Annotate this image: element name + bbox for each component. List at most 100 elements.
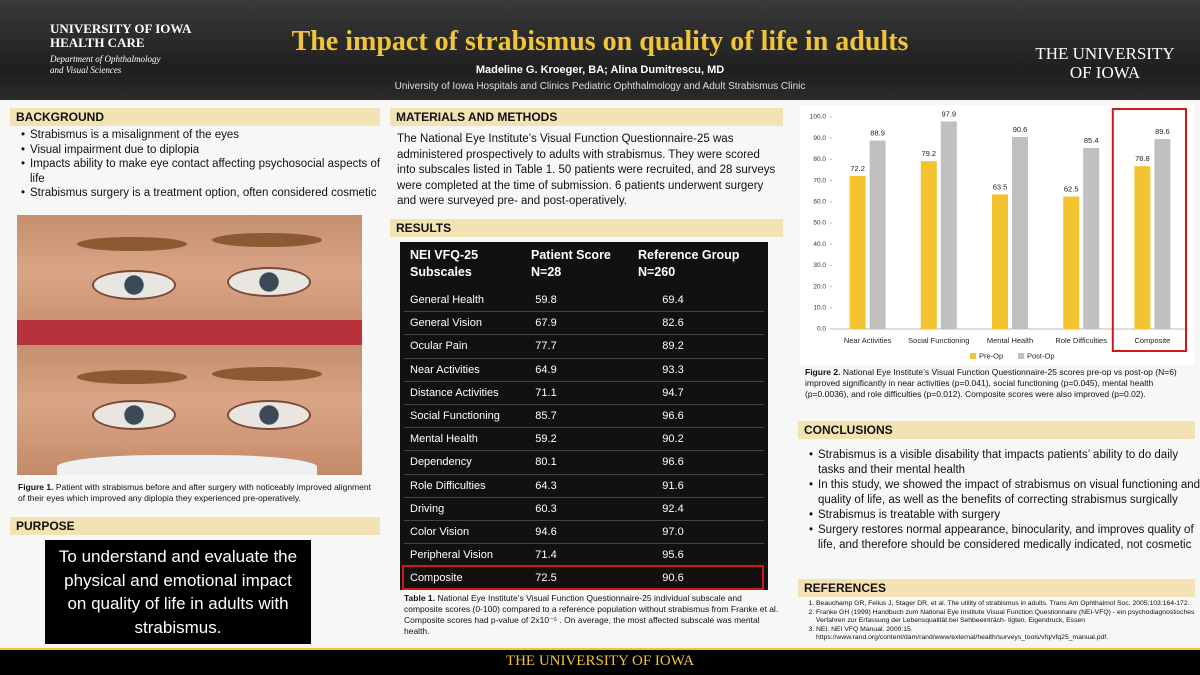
row-separator xyxy=(404,380,764,382)
table-cell: 94.7 xyxy=(662,386,684,399)
value-label: 72.2 xyxy=(850,164,865,173)
table-cell: 90.2 xyxy=(662,433,684,446)
photo-detail xyxy=(212,367,322,381)
table-cell: 80.1 xyxy=(535,456,557,469)
table-cell: Near Activities xyxy=(410,363,480,376)
section-heading: BACKGROUND xyxy=(10,108,380,126)
bullet-item: In this study, we showed the impact of s… xyxy=(809,478,1200,508)
row-separator xyxy=(404,357,764,359)
table-header-cell: Reference Group N=260 xyxy=(638,247,739,281)
header-text: Subscales xyxy=(410,265,472,279)
highlight-box xyxy=(402,565,764,590)
table-cell: Peripheral Vision xyxy=(410,549,493,562)
bar xyxy=(1063,196,1080,329)
x-tick-label: Role Difficulties xyxy=(1055,336,1107,345)
table-cell: Role Difficulties xyxy=(410,479,486,492)
table-caption: Table 1. National Eye Institute’s Visual… xyxy=(404,593,779,637)
methods-text: The National Eye Institute’s Visual Func… xyxy=(397,133,776,207)
table-cell: Distance Activities xyxy=(410,386,499,399)
photo-detail xyxy=(17,320,362,345)
bullet-item: Strabismus is a visible disability that … xyxy=(809,448,1200,478)
bar xyxy=(992,194,1008,329)
photo-detail xyxy=(212,233,322,247)
logo-text: and Visual Sciences xyxy=(50,65,122,75)
table-cell: General Health xyxy=(410,294,484,306)
table-cell: Social Functioning xyxy=(410,410,500,422)
bullet-list: Strabismus is a visible disability that … xyxy=(806,448,1200,553)
legend-swatch xyxy=(970,353,976,359)
table-cell: 97.0 xyxy=(662,526,684,538)
table-cell: 95.6 xyxy=(662,549,684,562)
caption-label: Figure 2. xyxy=(805,367,841,377)
table-cell: Dependency xyxy=(410,456,472,469)
bullet-item: Surgery restores normal appearance, bino… xyxy=(809,523,1200,553)
photo-detail xyxy=(92,270,176,300)
bar xyxy=(1012,136,1028,329)
table-header-cell: NEI VFQ-25 Subscales xyxy=(410,247,478,281)
photo-detail xyxy=(77,237,187,251)
section-heading: PURPOSE xyxy=(10,517,380,535)
table-header-cell: Patient Score N=28 xyxy=(531,247,611,281)
table-cell: 96.6 xyxy=(662,456,684,469)
bullet-item: Strabismus surgery is a treatment option… xyxy=(21,186,385,201)
header-text: N=28 xyxy=(531,265,562,279)
bullet-list: Strabismus is a misalignment of the eyes… xyxy=(18,128,385,201)
section-heading: CONCLUSIONS xyxy=(798,421,1195,439)
highlight-box xyxy=(1111,108,1187,352)
bar xyxy=(1134,166,1151,329)
row-separator xyxy=(404,311,764,313)
photo-detail xyxy=(92,400,176,430)
poster-title: The impact of strabismus on quality of l… xyxy=(291,26,909,57)
value-label: 88.9 xyxy=(870,129,885,138)
row-separator xyxy=(404,450,764,452)
y-tick-label: 10.0 xyxy=(813,305,826,312)
photo-after xyxy=(17,345,362,475)
footer-bar xyxy=(0,648,1200,675)
caption-label: Figure 1. xyxy=(18,482,54,492)
authors: Madeline G. Kroeger, BA; Alina Dumitresc… xyxy=(475,64,725,76)
photo-detail xyxy=(77,370,187,384)
logo-text: UNIVERSITY OF IOWA xyxy=(50,21,192,36)
header-text: Patient Score xyxy=(531,248,611,262)
y-tick-label: 0.0 xyxy=(817,326,826,333)
row-separator xyxy=(404,334,764,336)
value-label: 63.5 xyxy=(993,182,1008,191)
table-cell: 82.6 xyxy=(662,317,684,330)
table-cell: 71.1 xyxy=(535,386,557,399)
table-cell: Mental Health xyxy=(410,433,478,446)
value-label: 90.6 xyxy=(1013,125,1028,134)
row-separator xyxy=(404,520,764,521)
bullet-item: Strabismus is treatable with surgery xyxy=(809,508,1200,523)
figure-caption: Figure 1. Patient with strabismus before… xyxy=(18,482,373,504)
table-cell: 85.7 xyxy=(535,410,557,422)
header-text: N=260 xyxy=(638,265,676,279)
table-cell: 69.4 xyxy=(662,294,684,306)
row-separator xyxy=(404,473,764,475)
right-logo: THE UNIVERSITY OF IOWA xyxy=(1030,44,1180,82)
value-label: 89.6 xyxy=(1155,127,1170,136)
bar xyxy=(940,121,957,329)
logo-text: Department of Ophthalmology xyxy=(50,54,161,64)
y-tick-label: 60.0 xyxy=(813,199,826,206)
row-separator xyxy=(404,543,764,545)
table-cell: Composite xyxy=(410,572,463,585)
y-tick-label: 100.0 xyxy=(810,114,827,121)
value-label: 85.4 xyxy=(1084,136,1099,145)
table-cell: 60.3 xyxy=(535,502,557,515)
bullet-item: Visual impairment due to diplopia xyxy=(21,143,385,158)
y-tick-label: 80.0 xyxy=(813,156,826,163)
left-logo: UNIVERSITY OF IOWA HEALTH CARE Departmen… xyxy=(50,22,220,76)
legend-label: Pre-Op xyxy=(979,351,1003,360)
bar xyxy=(1154,139,1171,329)
table-cell: 77.7 xyxy=(535,340,557,353)
row-separator xyxy=(404,427,764,429)
bar-chart: 0.0 10.0 20.0 30.0 40.0 50.0 60.0 70.0 80.0 90.0 1… xyxy=(800,105,1195,365)
photo-detail xyxy=(57,455,317,475)
footer-text: THE UNIVERSITY OF IOWA xyxy=(505,653,695,669)
y-tick-label: 90.0 xyxy=(813,135,826,142)
figure-caption: Figure 2. National Eye Institute’s Visua… xyxy=(805,367,1190,400)
x-tick-label: Social Functioning xyxy=(908,336,969,345)
photo-detail xyxy=(227,267,311,297)
reference-list: Beauchamp GR, Felius J, Stager DR, et al… xyxy=(800,600,1200,643)
